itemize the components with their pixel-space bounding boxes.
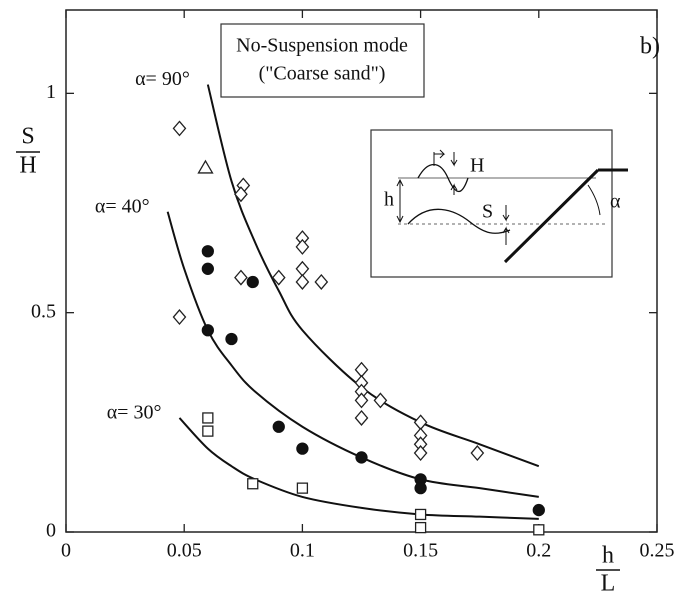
y-tick-label: 0.5 (31, 300, 56, 322)
h-arrow (396, 178, 404, 224)
arrow (450, 183, 458, 195)
x-tick-label: 0 (61, 540, 71, 562)
diamond-marker (234, 269, 248, 286)
circle-marker (272, 420, 285, 433)
x-tick-label: 0.1 (290, 540, 315, 562)
square-marker (414, 521, 427, 534)
curve-label: α= 90° (135, 68, 190, 90)
fit-curve (206, 84, 540, 468)
circle-marker (201, 324, 214, 337)
plot-frame (65, 9, 658, 533)
curve-label: α= 30° (107, 402, 162, 424)
circle-marker (414, 481, 427, 495)
y-tick-label: 0 (46, 520, 56, 542)
diamond-marker (234, 186, 248, 203)
triangle-marker (197, 159, 214, 174)
circle-marker (246, 275, 259, 289)
circle-marker (532, 503, 545, 517)
circle-marker (225, 332, 238, 346)
x-tick-label: 0.2 (526, 540, 551, 562)
inset-diagram: H h S α (370, 129, 628, 278)
diamond-marker (413, 445, 428, 462)
diamond-marker (354, 409, 369, 426)
diamond-marker (295, 238, 310, 255)
inset-box (370, 129, 613, 278)
square-marker (533, 524, 545, 536)
title-box (220, 23, 425, 98)
fit-curve (166, 211, 539, 498)
diamond-marker (295, 273, 310, 290)
inset-label: α (610, 191, 621, 213)
wave-crest (417, 163, 469, 193)
x-label-denominator: L (601, 571, 616, 597)
diamond-marker (354, 361, 369, 378)
s-arrows (502, 205, 510, 245)
square-marker (247, 478, 259, 490)
circle-marker (201, 245, 214, 258)
diamond-marker (271, 269, 286, 286)
diamond-marker (295, 260, 310, 277)
circle-marker (296, 442, 309, 455)
square-marker (202, 412, 214, 424)
y-label-numerator: S (21, 124, 34, 150)
slope (503, 168, 600, 264)
chart-title: No-Suspension mode (236, 35, 408, 57)
fit-curve (178, 417, 539, 520)
panel-label: b) (640, 34, 660, 60)
square-marker (414, 508, 427, 521)
angle-arc (587, 184, 601, 216)
curve-label: α= 40° (95, 195, 150, 217)
diamond-marker (354, 392, 369, 409)
diamond-marker (314, 273, 329, 290)
circle-marker (355, 451, 368, 464)
arrow (450, 152, 458, 167)
y-label-denominator: H (19, 153, 36, 179)
inset-label: h (384, 189, 394, 211)
square-marker (296, 482, 309, 494)
wave-trough (407, 208, 511, 234)
y-tick-label: 1 (46, 81, 56, 103)
diamond-marker (172, 309, 187, 326)
diamond-marker (172, 120, 187, 137)
square-marker (202, 425, 214, 437)
x-tick-label: 0.25 (640, 540, 675, 562)
diamond-marker (413, 414, 428, 431)
chart-subtitle: ("Coarse sand") (259, 63, 386, 85)
x-tick-label: 0.15 (403, 540, 438, 562)
circle-marker (201, 262, 214, 275)
arrow-head (434, 149, 446, 159)
diamond-marker (373, 392, 388, 409)
x-tick-label: 0.05 (167, 540, 202, 562)
inset-label: S (482, 201, 493, 223)
diamond-marker (470, 445, 485, 462)
x-label-numerator: h (602, 543, 614, 569)
inset-label: H (470, 155, 484, 177)
